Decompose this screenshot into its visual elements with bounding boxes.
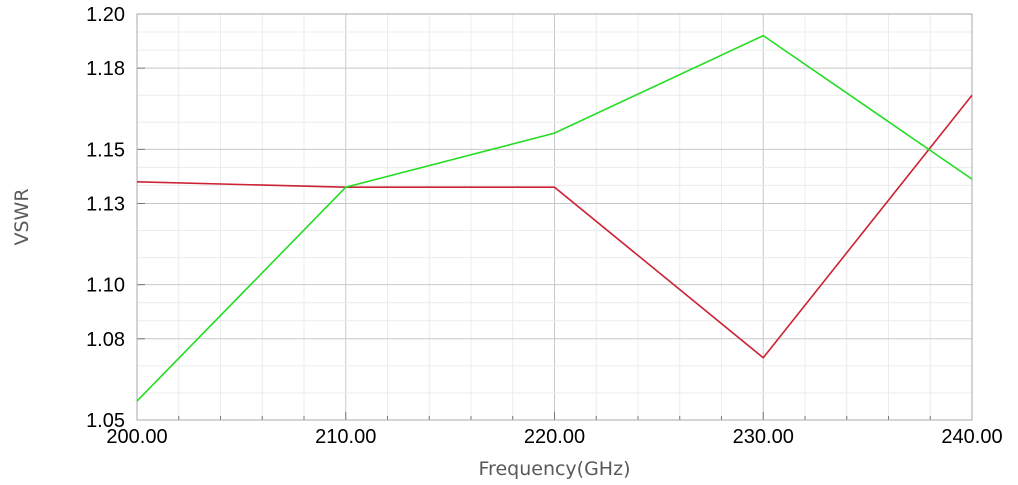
y-tick-label: 1.13: [86, 193, 125, 215]
series-layer: [136, 34, 973, 402]
y-axis-title: VSWR: [11, 188, 33, 245]
x-axis-title: Frequency(GHz): [479, 458, 631, 480]
y-axis-ticks: 1.05 1.08 1.10 1.13 1.15 1.18 1.20: [86, 4, 125, 432]
y-tick-label: 1.20: [86, 4, 125, 26]
series-line-1: [136, 94, 973, 359]
y-tick-label: 1.15: [86, 139, 125, 161]
x-tick-label: 230.00: [733, 426, 794, 448]
plot-area-frame: [136, 13, 973, 421]
x-tick-label: 200.00: [106, 426, 167, 448]
y-tick-label: 1.10: [86, 275, 125, 297]
y-tick-label: 1.08: [86, 329, 125, 351]
x-axis-ticks: 200.00 210.00 220.00 230.00 240.00: [106, 426, 1002, 448]
x-tick-label: 240.00: [941, 426, 1002, 448]
series-line-2: [136, 34, 973, 402]
grid: [136, 13, 973, 421]
x-tick-label: 210.00: [315, 426, 376, 448]
x-tick-label: 220.00: [524, 426, 585, 448]
y-tick-label: 1.18: [86, 58, 125, 80]
y-tick-label: 1.05: [86, 410, 125, 432]
